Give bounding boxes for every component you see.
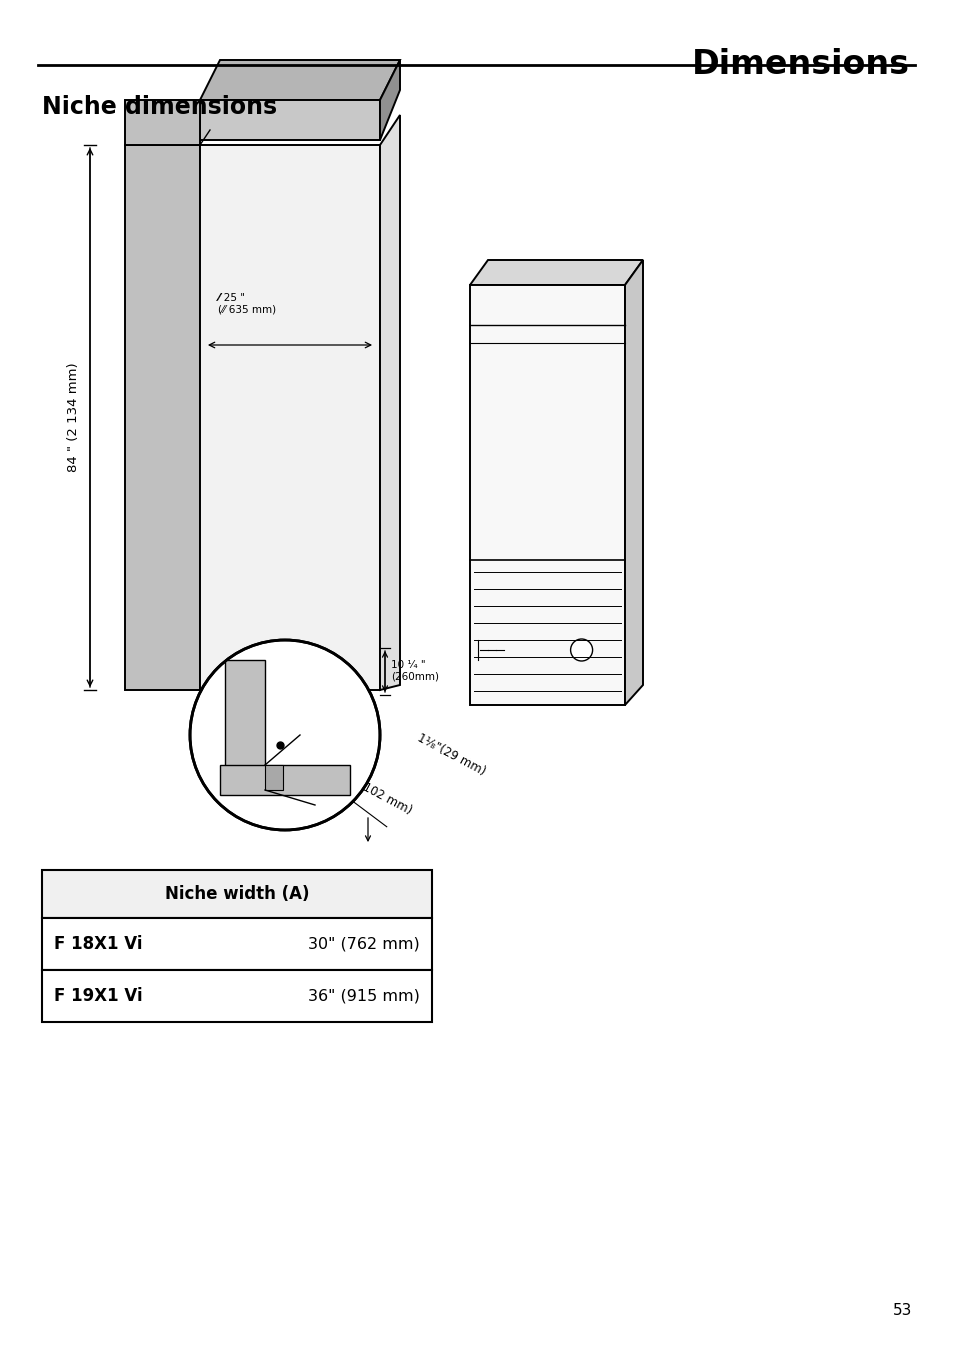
Text: 36" (915 mm): 36" (915 mm) — [308, 988, 419, 1003]
Polygon shape — [125, 100, 200, 145]
Text: Niche dimensions: Niche dimensions — [42, 95, 276, 119]
Text: Niche width (A): Niche width (A) — [165, 886, 309, 903]
Polygon shape — [200, 100, 379, 141]
Polygon shape — [624, 260, 642, 704]
Text: Dimensions: Dimensions — [691, 49, 909, 81]
Polygon shape — [200, 145, 379, 690]
Circle shape — [190, 639, 379, 830]
Polygon shape — [125, 145, 200, 690]
Text: 53: 53 — [892, 1303, 911, 1318]
Polygon shape — [470, 285, 624, 704]
Bar — [42, 869, 432, 918]
Text: 30" (762 mm): 30" (762 mm) — [308, 937, 419, 952]
Bar — [42, 918, 432, 969]
Text: A: A — [274, 750, 288, 771]
Text: F 19X1 Vi: F 19X1 Vi — [54, 987, 143, 1005]
Text: ⁄⁄ 25 "
(⁄⁄ 635 mm): ⁄⁄ 25 " (⁄⁄ 635 mm) — [218, 293, 275, 315]
Polygon shape — [379, 59, 399, 141]
Polygon shape — [265, 765, 283, 790]
Text: 1¹⁄₈"(29 mm): 1¹⁄₈"(29 mm) — [415, 731, 487, 779]
Polygon shape — [225, 660, 265, 790]
Polygon shape — [470, 260, 642, 285]
Bar — [42, 969, 432, 1022]
Polygon shape — [220, 765, 350, 795]
Text: F 18X1 Vi: F 18X1 Vi — [54, 936, 142, 953]
Polygon shape — [200, 59, 399, 100]
Text: 84 " (2 134 mm): 84 " (2 134 mm) — [67, 362, 80, 472]
Text: 10 ¹⁄₄ "
(260mm): 10 ¹⁄₄ " (260mm) — [391, 660, 438, 681]
Polygon shape — [379, 115, 399, 690]
Circle shape — [570, 639, 592, 661]
Text: 4"(102 mm): 4"(102 mm) — [345, 772, 414, 818]
